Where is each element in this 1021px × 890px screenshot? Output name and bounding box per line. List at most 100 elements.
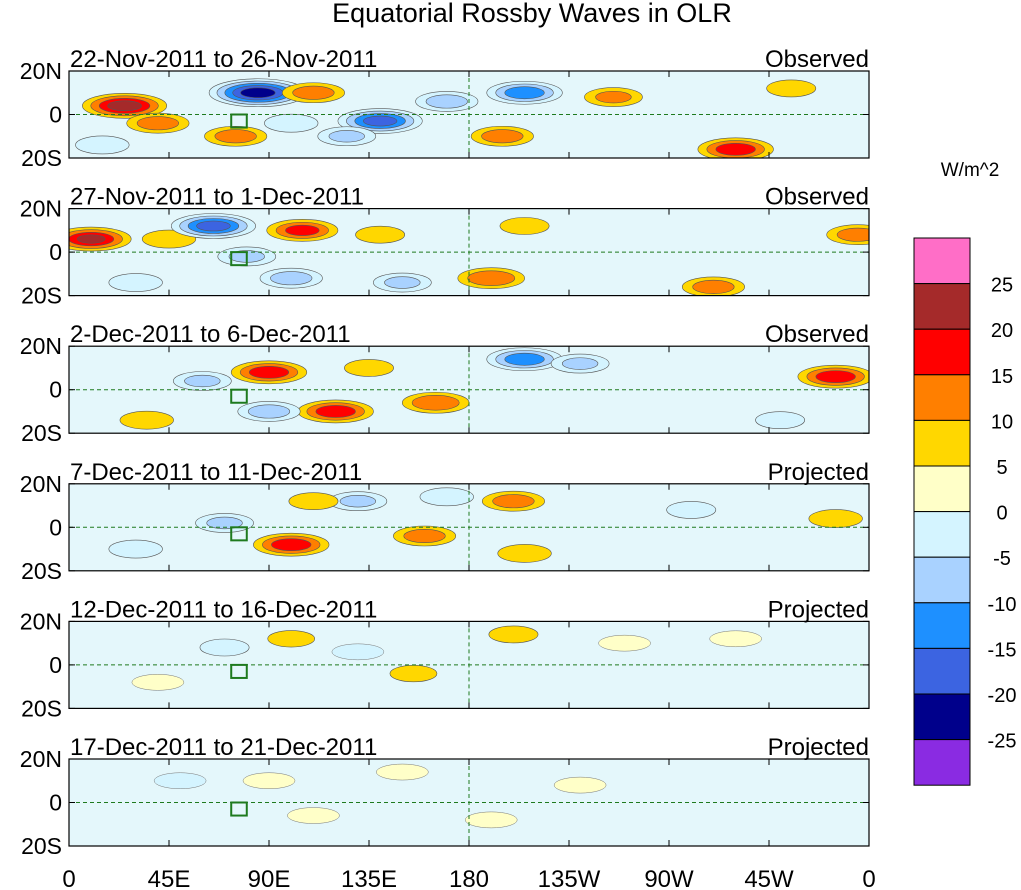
panel-status: Observed <box>765 321 869 348</box>
panel-1: 20N 0 20S 22-Nov-2011 to 26-Nov-2011 Observe… <box>20 46 870 171</box>
anomaly-contour <box>153 772 207 789</box>
anomaly <box>393 525 457 547</box>
anomaly <box>297 399 374 424</box>
colorbar-swatch <box>913 374 971 421</box>
anomaly-contour <box>403 529 446 543</box>
anomaly-field <box>153 763 607 829</box>
anomaly-contour <box>75 135 130 155</box>
anomaly <box>259 267 323 289</box>
anomaly-contour <box>184 374 221 388</box>
anomaly <box>237 401 301 422</box>
anomaly <box>82 93 168 119</box>
y-tick-label: 20S <box>21 833 62 859</box>
x-tick-label: 135W <box>538 866 601 890</box>
anomaly <box>266 219 339 242</box>
anomaly-contour <box>264 113 319 133</box>
anomaly <box>389 665 438 683</box>
anomaly <box>287 807 340 824</box>
anomaly-contour <box>331 643 385 661</box>
y-tick-label: 20N <box>20 471 62 497</box>
anomaly <box>119 410 174 430</box>
panel-status: Projected <box>768 734 869 761</box>
anomaly <box>328 491 388 512</box>
anomaly <box>419 487 474 507</box>
colorbar-swatch <box>913 419 971 467</box>
panel-3: 20N 0 20S 2-Dec-2011 to 6-Dec-2011 Observed <box>20 321 870 446</box>
anomaly-contour <box>196 220 231 232</box>
anomaly-contour <box>467 270 516 286</box>
anomaly-contour <box>755 411 806 429</box>
anomaly-contour <box>709 630 762 648</box>
anomaly-contour <box>206 516 243 530</box>
anomaly <box>230 360 308 385</box>
colorbar-label: 20 <box>991 320 1013 342</box>
anomaly-field <box>108 487 863 563</box>
panel-status: Projected <box>768 596 869 623</box>
anomaly-contour <box>504 86 545 100</box>
anomaly-contour <box>425 94 468 109</box>
anomaly-contour <box>242 772 296 789</box>
panel-period: 27-Nov-2011 to 1-Dec-2011 <box>70 184 364 211</box>
x-tick-label: 0 <box>62 866 75 890</box>
anomaly-contour <box>315 405 356 418</box>
anomaly <box>697 137 774 158</box>
anomaly-contour <box>292 85 335 100</box>
anomaly <box>108 273 163 292</box>
anomaly <box>797 364 869 389</box>
chart-title: Equatorial Rossby Waves in OLR <box>332 0 732 28</box>
anomaly <box>755 411 806 429</box>
anomaly-contour <box>389 665 438 683</box>
anomaly <box>470 125 534 147</box>
anomaly <box>75 135 130 155</box>
colorbar-swatch <box>913 465 971 513</box>
anomaly <box>681 276 745 296</box>
anomaly-contour <box>692 279 735 294</box>
anomaly-contour <box>488 625 539 644</box>
colorbar-label: 25 <box>991 275 1013 297</box>
x-tick-label: 45W <box>744 866 794 890</box>
anomaly-field <box>75 78 817 158</box>
colorbar-swatch <box>913 693 971 741</box>
anomaly-contour <box>77 234 106 244</box>
panel-5: 20N 0 20S 12-Dec-2011 to 16-Dec-2011 Project… <box>20 596 870 721</box>
anomaly <box>69 226 132 252</box>
panel-6: 20N 0 20S 17-Dec-2011 to 21-Dec-2011 Project… <box>20 734 870 859</box>
anomaly-contour <box>214 129 257 144</box>
anomaly <box>355 225 406 244</box>
panel-status: Projected <box>768 459 869 486</box>
anomaly <box>264 113 319 133</box>
anomaly <box>126 112 190 134</box>
colorbar-swatch <box>913 556 971 604</box>
anomaly-contour <box>355 225 406 244</box>
anomaly-contour <box>561 357 599 370</box>
anomaly <box>195 513 254 533</box>
anomaly-contour <box>504 352 545 366</box>
anomaly-contour <box>287 807 340 824</box>
y-tick-label: 20N <box>20 196 62 222</box>
anomaly <box>173 371 232 391</box>
anomaly-contour <box>267 630 316 648</box>
anomaly <box>331 643 385 661</box>
colorbar-label: -5 <box>993 548 1011 570</box>
anomaly-contour <box>240 87 276 99</box>
colorbar-swatch <box>913 602 971 649</box>
anomaly <box>415 91 479 112</box>
y-tick-label: 20S <box>21 558 62 584</box>
anomaly <box>131 674 185 691</box>
anomaly-contour <box>384 276 421 289</box>
y-tick-label: 0 <box>49 514 62 540</box>
anomaly-contour <box>199 638 250 657</box>
y-tick-label: 20N <box>20 58 62 84</box>
panel-status: Observed <box>765 46 869 73</box>
panel-period: 12-Dec-2011 to 16-Dec-2011 <box>70 596 377 623</box>
anomaly-contour <box>108 273 163 292</box>
anomaly-contour <box>248 365 290 379</box>
anomaly <box>826 224 869 245</box>
anomaly <box>344 359 394 377</box>
region-box <box>230 113 248 129</box>
y-tick-label: 20S <box>21 420 62 446</box>
anomaly-contour <box>598 634 651 652</box>
colorbar-swatch <box>913 328 971 376</box>
anomaly <box>401 391 470 414</box>
anomaly-contour <box>270 271 313 286</box>
